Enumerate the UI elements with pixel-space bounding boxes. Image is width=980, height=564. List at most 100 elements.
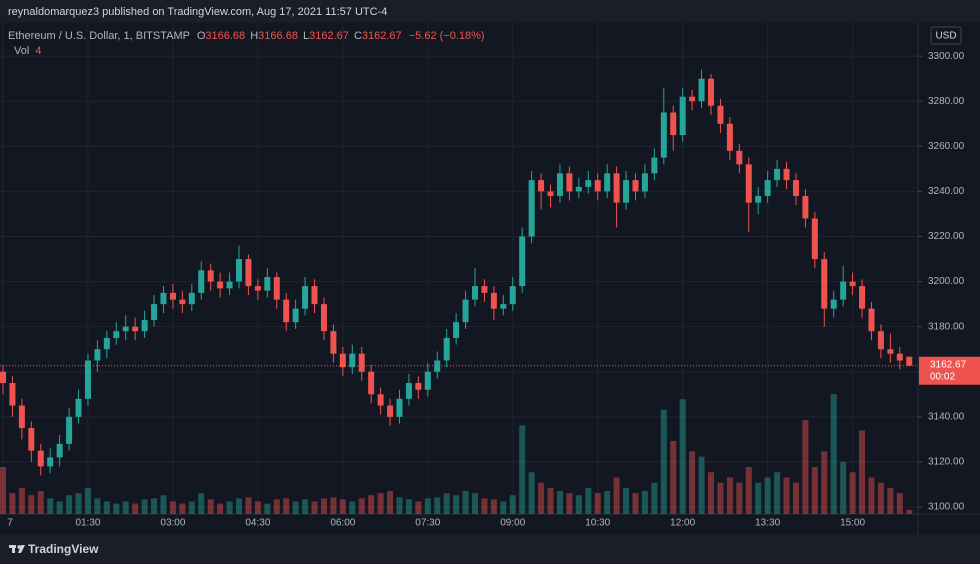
candle-body (726, 123, 733, 151)
volume-bar (783, 477, 790, 514)
last-price-label: 3162.67 (930, 359, 967, 370)
brand: TradingView (28, 542, 99, 556)
candle-body (877, 331, 884, 350)
volume-bar (613, 477, 620, 514)
candle-body (764, 180, 771, 196)
volume-bar (320, 498, 327, 514)
volume-value: 4 (35, 45, 41, 57)
y-tick-label: 3260.00 (928, 141, 965, 152)
x-tick-label: 06:00 (330, 518, 355, 529)
volume-bar (103, 501, 110, 514)
candle-body (821, 259, 828, 309)
x-tick-label: 12:00 (670, 518, 695, 529)
volume-bar (264, 503, 271, 514)
x-tick-label: 03:00 (160, 518, 185, 529)
x-tick-label: 7 (7, 518, 13, 529)
volume-bar (302, 499, 309, 514)
volume-bar (689, 451, 696, 514)
candle-body (103, 337, 110, 350)
candle-body (141, 319, 148, 332)
candle-body (245, 259, 252, 287)
volume-bar (217, 503, 224, 514)
volume-bar (207, 499, 214, 514)
candle-body (556, 173, 563, 196)
candle-body (236, 259, 242, 282)
candle-body (792, 180, 799, 196)
candle-body (160, 292, 167, 305)
currency-box[interactable] (930, 26, 962, 45)
volume-bar (47, 498, 54, 514)
volume-bar (151, 498, 158, 514)
volume-bar (141, 499, 148, 514)
volume-bar (169, 501, 176, 514)
candle-body (679, 96, 686, 136)
last-price-box (919, 356, 980, 385)
candle-body (66, 416, 73, 444)
x-tick-label: 04:30 (245, 518, 270, 529)
candle-body (122, 326, 129, 332)
volume-bar (462, 491, 469, 514)
candle-body (132, 326, 139, 332)
volume-bar (726, 477, 733, 514)
volume-bar (840, 461, 847, 514)
candle-body (283, 299, 290, 323)
candle-body (632, 180, 639, 192)
y-tick-label: 3280.00 (928, 96, 965, 107)
volume-bar (887, 487, 894, 514)
volume-bar (443, 493, 450, 514)
candle-body (311, 286, 318, 305)
volume-bar (349, 501, 356, 514)
volume-bar (547, 487, 554, 514)
open-value: 3166.68 (205, 30, 245, 42)
volume-bar (500, 501, 507, 514)
logo-mark (12, 545, 15, 553)
volume-bar (415, 501, 422, 514)
candle-body (254, 286, 261, 291)
volume-bar (566, 493, 573, 514)
volume-bar (132, 503, 139, 514)
volume-bar (160, 495, 167, 514)
candle-body (500, 304, 507, 309)
candle-body (736, 150, 743, 165)
volume-bar (585, 487, 592, 514)
candle-body (94, 349, 101, 361)
currency[interactable]: USD (935, 31, 956, 42)
volume-bar (906, 509, 913, 514)
x-tick-label: 15:00 (840, 518, 865, 529)
candle-body (188, 292, 195, 305)
candle-body (387, 405, 394, 417)
volume-bar (632, 493, 639, 514)
volume-bar (245, 497, 252, 514)
candle-body (302, 286, 309, 309)
candle-body (802, 195, 809, 219)
volume-bar (405, 499, 412, 514)
candle-body (198, 270, 205, 293)
volume-bar (122, 501, 129, 514)
volume-bar (198, 493, 205, 514)
candle-body (443, 337, 450, 361)
candle-body (405, 383, 412, 399)
volume-bar (708, 472, 714, 514)
candle-body (151, 304, 158, 320)
candle-body (434, 360, 441, 372)
volume-bar (717, 482, 724, 514)
volume-bar (623, 487, 630, 514)
volume-bar (339, 499, 346, 514)
x-tick-label: 09:00 (500, 518, 525, 529)
volume-bar (896, 493, 903, 514)
candle-body (528, 180, 535, 237)
volume-bar (37, 491, 44, 514)
candle-body (481, 286, 488, 293)
volume-bar (745, 467, 752, 514)
y-tick-label: 3140.00 (928, 411, 965, 422)
high-value: 3166.68 (258, 30, 298, 42)
volume-bar (651, 482, 658, 514)
candle-body (18, 405, 25, 429)
candle-body (594, 180, 601, 192)
candle-body (339, 353, 346, 368)
logo-mark (18, 545, 25, 553)
candle-body (292, 308, 299, 323)
candle-body (830, 299, 837, 309)
candle-body (490, 292, 497, 309)
volume-bar (481, 498, 488, 514)
